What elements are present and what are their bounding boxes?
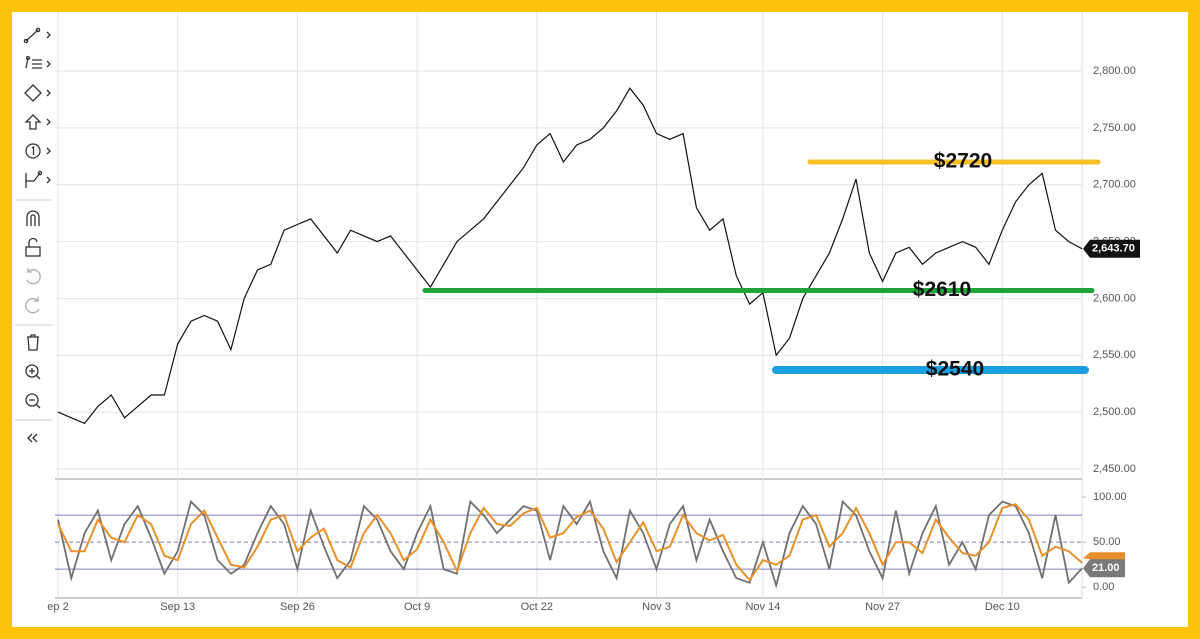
tool-fib[interactable] [25, 55, 51, 69]
tool-zoom-in[interactable] [25, 364, 41, 380]
y-tick-label: 100.00 [1093, 491, 1127, 503]
price-tag-label: 2,643.70 [1092, 243, 1135, 255]
osc-tag-label: 21.00 [1092, 562, 1120, 574]
tool-measure[interactable] [25, 170, 51, 188]
toolbar [15, 27, 52, 443]
tool-note[interactable] [25, 143, 51, 159]
tool-line[interactable] [23, 27, 51, 44]
level-label: $2540 [926, 358, 984, 381]
y-tick-label: 0.00 [1093, 581, 1114, 593]
y-tick-label: 2,500.00 [1093, 406, 1136, 418]
tool-arrow[interactable] [24, 114, 51, 130]
x-tick-label: Oct 9 [404, 601, 430, 613]
level-label: $2720 [934, 150, 992, 173]
x-tick-label: Nov 14 [745, 601, 780, 613]
x-tick-label: ep 2 [47, 601, 68, 613]
osc-tag [1083, 559, 1125, 578]
y-tick-label: 2,550.00 [1093, 349, 1136, 361]
y-tick-label: 2,600.00 [1093, 292, 1136, 304]
x-tick-label: Nov 3 [642, 601, 671, 613]
x-tick-label: Sep 13 [160, 601, 195, 613]
tool-collapse[interactable] [27, 433, 38, 443]
price-tag [1083, 239, 1140, 258]
y-tick-label: 2,700.00 [1093, 179, 1136, 191]
oscillator-line [57, 503, 1083, 582]
level-label: $2610 [913, 278, 971, 301]
x-tick-label: Dec 10 [985, 601, 1020, 613]
tool-magnet[interactable] [26, 210, 40, 226]
x-tick-label: Oct 22 [521, 601, 553, 613]
y-tick-label: 2,450.00 [1093, 463, 1136, 475]
tool-delete[interactable] [27, 334, 39, 351]
y-tick-label: 2,750.00 [1093, 122, 1136, 134]
y-tick-label: 2,800.00 [1093, 65, 1136, 77]
separator [15, 199, 52, 421]
tool-undo[interactable] [26, 268, 41, 285]
y-tick-label: 50.00 [1093, 536, 1121, 548]
tool-shape[interactable] [24, 84, 51, 102]
tool-lock[interactable] [25, 237, 41, 257]
tool-redo[interactable] [25, 297, 40, 314]
price-line [57, 87, 1083, 425]
x-tick-label: Sep 26 [280, 601, 315, 613]
grid [55, 12, 1082, 598]
tool-zoom-out[interactable] [25, 393, 41, 409]
oscillator-line [57, 499, 1083, 589]
x-tick-label: Nov 27 [865, 601, 900, 613]
